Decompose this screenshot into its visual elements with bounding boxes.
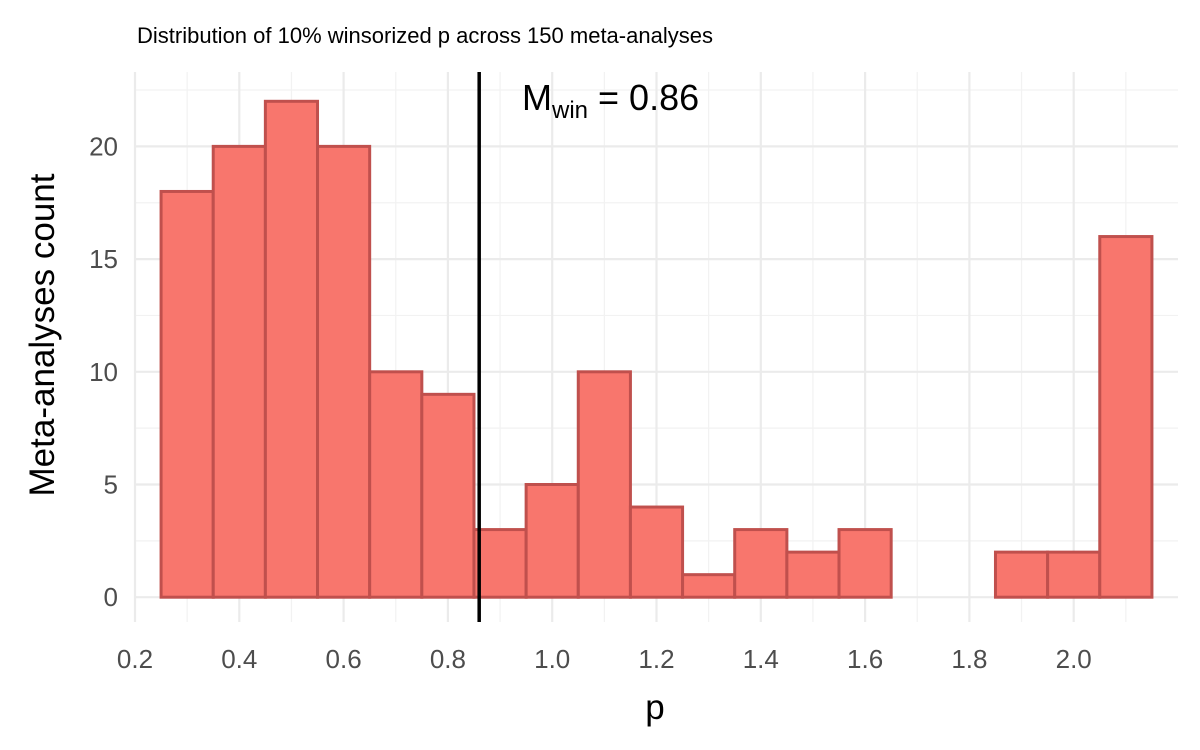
x-tick-label: 0.6 [326,644,362,674]
y-tick-label: 15 [89,244,118,274]
histogram-bars [159,99,1154,599]
histogram-bar [524,483,580,599]
histogram-bar [263,99,320,599]
histogram-bar [993,550,1050,599]
y-axis-title: Meta-analyses count [23,173,62,496]
histogram-bar [420,392,476,599]
annotation-subscript: win [551,97,588,124]
histogram-bar [628,505,685,599]
y-tick-label: 0 [104,582,118,612]
x-tick-label: 0.4 [221,644,257,674]
median-annotation: Mwin = 0.86 [522,77,699,124]
histogram-bar [368,370,424,599]
histogram-bar [1098,235,1154,599]
histogram-bar [1046,550,1102,599]
x-tick-label: 2.0 [1056,644,1092,674]
y-tick-label: 5 [104,470,118,500]
x-tick-label: 1.8 [951,644,987,674]
x-axis-title: p [645,688,664,727]
chart-title: Distribution of 10% winsorized p across … [137,23,713,48]
histogram-bar [316,144,372,599]
x-tick-label: 0.8 [430,644,466,674]
annotation-value: = 0.86 [588,77,699,118]
x-tick-label: 1.6 [847,644,883,674]
histogram-bar [681,573,737,599]
x-tick-label: 1.0 [534,644,570,674]
x-tick-label: 1.4 [743,644,779,674]
y-axis-ticks: 0 5 10 15 20 [89,131,118,612]
histogram-bar [159,189,215,599]
annotation-main: M [522,77,552,118]
histogram-bar [733,528,789,599]
x-tick-label: 1.2 [638,644,674,674]
x-tick-label: 0.2 [117,644,153,674]
y-tick-label: 20 [89,131,118,161]
histogram-bar [472,528,528,599]
x-axis-ticks: 0.2 0.4 0.6 0.8 1.0 1.2 1.4 1.6 1.8 2.0 [117,644,1092,674]
histogram-bar [576,370,632,599]
y-tick-label: 10 [89,357,118,387]
histogram-bar [211,144,267,599]
histogram-bar [785,550,841,599]
histogram-bar [837,528,893,599]
